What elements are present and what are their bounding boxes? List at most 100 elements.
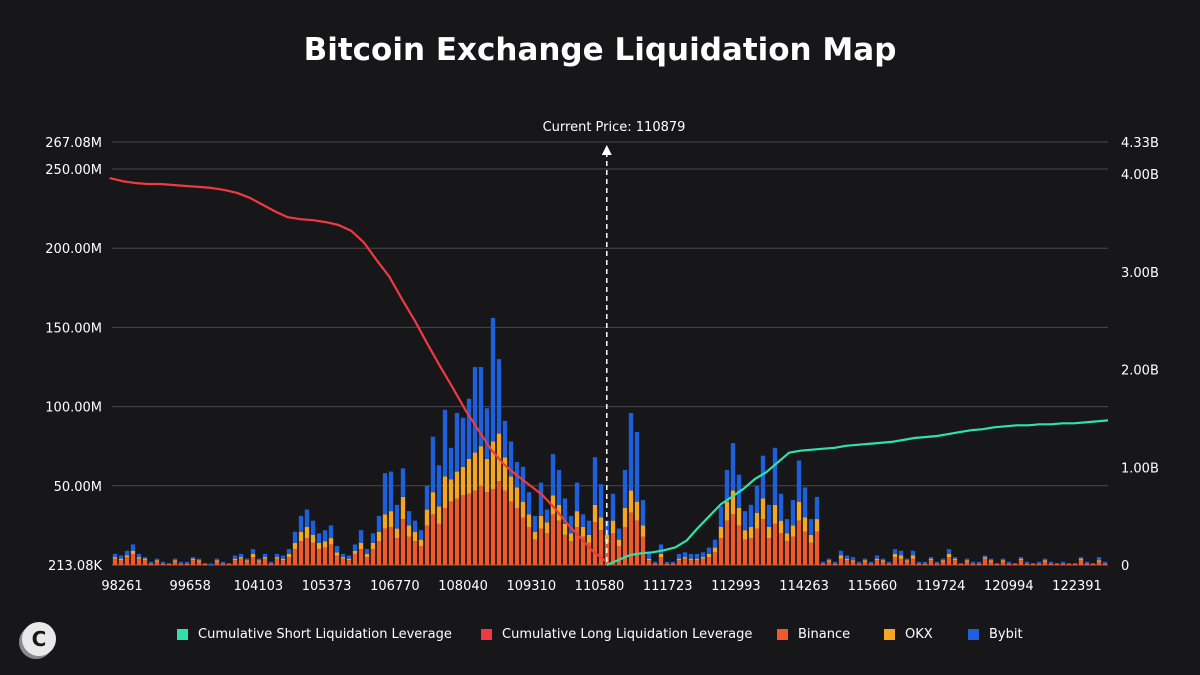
bar-okx [400,496,406,520]
bar-binance [286,557,292,565]
left-axis-tick-label: 250.00M [45,163,102,178]
bar-binance [958,563,964,565]
x-axis-tick-label: 108040 [438,579,488,594]
bar-bybit [406,511,412,526]
bar-okx [676,558,682,561]
bar-okx [694,558,700,561]
bar-binance [586,542,592,565]
bar-bybit [328,525,334,539]
bar-bybit [394,504,400,529]
bar-okx [442,476,448,508]
bar-binance [628,512,634,565]
left-axis-tick-label: 50.00M [54,480,102,495]
bar-bybit [280,555,286,559]
bar-okx [136,557,142,559]
bar-okx [952,558,958,561]
bar-binance [874,560,880,565]
bar-binance [430,514,436,565]
bar-bybit [898,550,904,556]
bar-okx [730,490,736,515]
bar-bybit [364,549,370,554]
bar-bybit [520,466,526,502]
bar-binance [172,561,178,565]
bar-okx [880,560,886,562]
bar-okx [682,557,688,559]
legend-label-short: Cumulative Short Liquidation Leverage [198,627,452,642]
bar-bybit [634,431,640,502]
bar-binance [112,558,118,565]
bar-okx [196,560,202,562]
bar-okx [592,504,598,523]
bar-binance [1012,563,1018,565]
bar-binance [484,492,490,565]
bar-binance [880,561,886,565]
bar-bybit [592,457,598,505]
bar-bybit [676,553,682,559]
bar-binance [448,501,454,565]
bar-okx [430,492,436,515]
bar-bybit [454,412,460,472]
x-axis-tick-label: 119724 [916,579,966,594]
bar-bybit [298,515,304,532]
bar-bybit [1018,557,1024,559]
bar-binance [916,563,922,565]
bar-bybit [130,544,136,551]
legend-item-short[interactable]: Cumulative Short Liquidation Leverage [177,627,452,642]
legend: Cumulative Short Liquidation Leverage Cu… [0,620,1200,650]
bar-bybit [724,469,730,502]
bar-binance [664,563,670,565]
x-axis-tick-label: 106770 [370,579,420,594]
bar-binance [190,560,196,565]
bar-bybit [142,557,148,559]
bar-okx [904,560,910,562]
bar-bybit [340,553,346,558]
bar-okx [574,511,580,527]
bar-bybit [628,412,634,491]
bar-binance [1090,563,1096,565]
bar-bybit [658,544,664,554]
bar-okx [784,533,790,542]
bar-binance [358,549,364,565]
bar-okx [286,553,292,558]
bar-bybit [526,492,532,515]
bar-bybit [232,555,238,559]
bar-bybit [1096,557,1102,561]
bar-bybit [124,550,130,556]
bar-bybit [1024,561,1030,564]
bar-bybit [568,515,574,534]
bar-binance [472,490,478,565]
legend-item-binance[interactable]: Binance [777,627,850,642]
bar-okx [256,560,262,562]
bar-okx [640,525,646,537]
bar-binance [232,560,238,565]
bar-binance [934,563,940,565]
bar-bybit [874,555,880,559]
legend-item-long[interactable]: Cumulative Long Liquidation Leverage [481,627,752,642]
right-axis-tick-label: 1.00B [1121,461,1159,476]
bar-binance [994,563,1000,565]
bar-bybit [664,561,670,564]
bar-binance [982,558,988,565]
bar-binance [514,507,520,565]
bar-binance [820,563,826,565]
bar-okx [292,542,298,550]
bar-binance [946,557,952,565]
bar-bybit [532,515,538,532]
bar-okx [544,522,550,534]
bar-bybit [346,555,352,559]
x-axis-tick-label: 122391 [1052,579,1102,594]
bar-okx [568,533,574,542]
bar-binance [604,542,610,565]
legend-item-okx[interactable]: OKX [884,627,933,642]
bar-bybit [550,454,556,496]
bar-okx [214,560,220,562]
bar-binance [838,558,844,565]
bar-binance [868,563,874,565]
bar-bybit [832,561,838,564]
bar-binance [322,547,328,565]
bar-bybit [352,544,358,551]
bar-binance [256,561,262,565]
bar-bybit [478,367,484,447]
legend-item-bybit[interactable]: Bybit [968,627,1023,642]
bar-bybit [694,553,700,559]
